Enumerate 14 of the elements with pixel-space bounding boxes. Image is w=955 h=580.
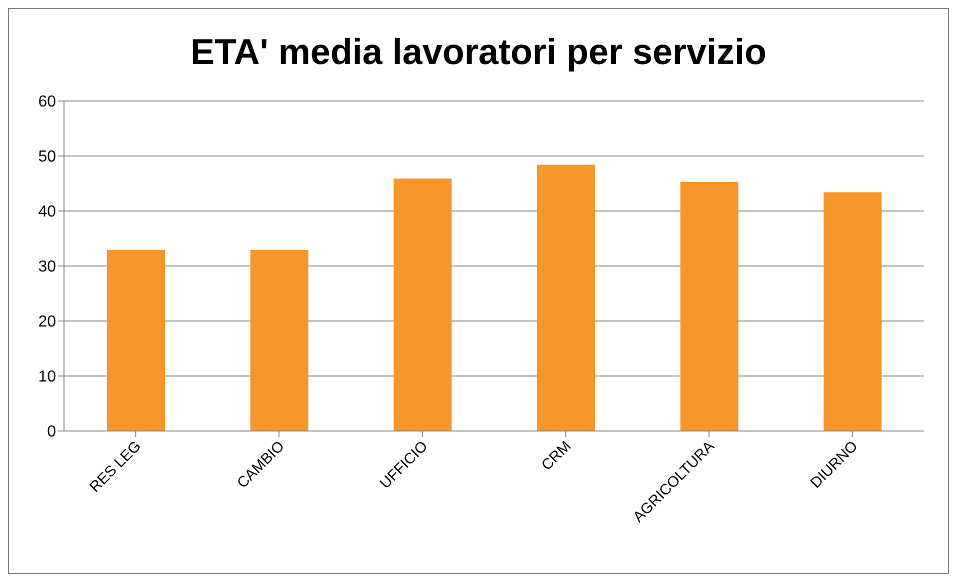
bar (824, 192, 882, 431)
bar (394, 178, 452, 431)
y-tick-label: 0 (47, 424, 56, 441)
y-tick-label: 50 (38, 148, 56, 166)
y-tick-label: 60 (38, 94, 56, 111)
chart-title: ETA' media lavoratori per servizio (189, 31, 768, 74)
bar (250, 250, 308, 431)
y-tick-label: 40 (38, 204, 56, 221)
y-tick-label: 30 (38, 258, 56, 276)
bar (537, 164, 595, 431)
bar (680, 182, 738, 431)
bar (107, 250, 165, 431)
y-tick-label: 20 (38, 314, 56, 331)
y-tick-label: 10 (38, 368, 56, 386)
